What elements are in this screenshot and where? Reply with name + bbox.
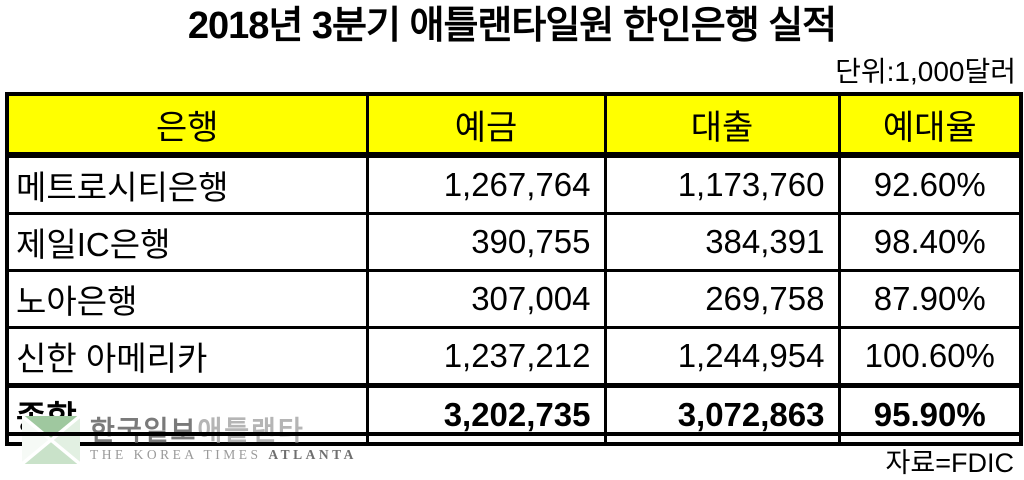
ratio-cell: 98.40% (837, 212, 1023, 272)
bank-name-cell: 제일IC은행 (5, 212, 369, 272)
loans-cell: 269,758 (603, 269, 841, 329)
logo-korean-line: 한국일보애틀랜타 (90, 416, 357, 446)
col-header-ratio: 예대율 (837, 92, 1023, 158)
logo-text: 한국일보애틀랜타 THE KOREA TIMES ATLANTA (90, 416, 357, 463)
ratio-cell: 92.60% (837, 153, 1023, 215)
deposits-cell: 1,237,212 (365, 326, 607, 387)
col-header-loans: 대출 (603, 92, 841, 158)
logo-english-suffix: ATLANTA (268, 447, 357, 462)
bank-name-cell: 메트로시티은행 (5, 153, 369, 215)
unit-note: 단위:1,000달러 (835, 56, 1016, 87)
col-header-deposits: 예금 (365, 92, 607, 158)
deposits-cell: 307,004 (365, 269, 607, 329)
loans-cell: 1,244,954 (603, 326, 841, 387)
deposits-cell: 390,755 (365, 212, 607, 272)
ratio-cell: 100.60% (837, 326, 1023, 387)
logo-english-line: THE KOREA TIMES ATLANTA (90, 447, 357, 463)
table-row: 제일IC은행 390,755 384,391 98.40% (5, 212, 1023, 272)
total-deposits-cell: 3,202,735 (365, 383, 607, 446)
logo-korean-suffix: 애틀랜타 (197, 416, 305, 446)
table-row: 신한 아메리카 1,237,212 1,244,954 100.60% (5, 326, 1023, 387)
bank-performance-table: 은행 예금 대출 예대율 메트로시티은행 1,267,764 1,173,760… (5, 92, 1023, 446)
bank-name-cell: 신한 아메리카 (5, 326, 369, 387)
table-row: 메트로시티은행 1,267,764 1,173,760 92.60% (5, 153, 1023, 215)
korea-times-logo: 한국일보애틀랜타 THE KOREA TIMES ATLANTA (22, 416, 357, 464)
logo-korean-name: 한국일보 (90, 416, 198, 446)
bank-name-cell: 노아은행 (5, 269, 369, 329)
table-bottom-border (5, 432, 1019, 436)
col-header-bank: 은행 (5, 92, 369, 158)
table-row: 노아은행 307,004 269,758 87.90% (5, 269, 1023, 329)
header-row: 은행 예금 대출 예대율 (5, 92, 1023, 158)
logo-english-name: THE KOREA TIMES (90, 447, 262, 462)
loans-cell: 384,391 (603, 212, 841, 272)
page-title: 2018년 3분기 애틀랜타일원 한인은행 실적 (187, 5, 837, 47)
korea-times-logo-icon (22, 416, 80, 464)
deposits-cell: 1,267,764 (365, 153, 607, 215)
loans-cell: 1,173,760 (603, 153, 841, 215)
source-note: 자료=FDIC (885, 448, 1014, 478)
ratio-cell: 87.90% (837, 269, 1023, 329)
